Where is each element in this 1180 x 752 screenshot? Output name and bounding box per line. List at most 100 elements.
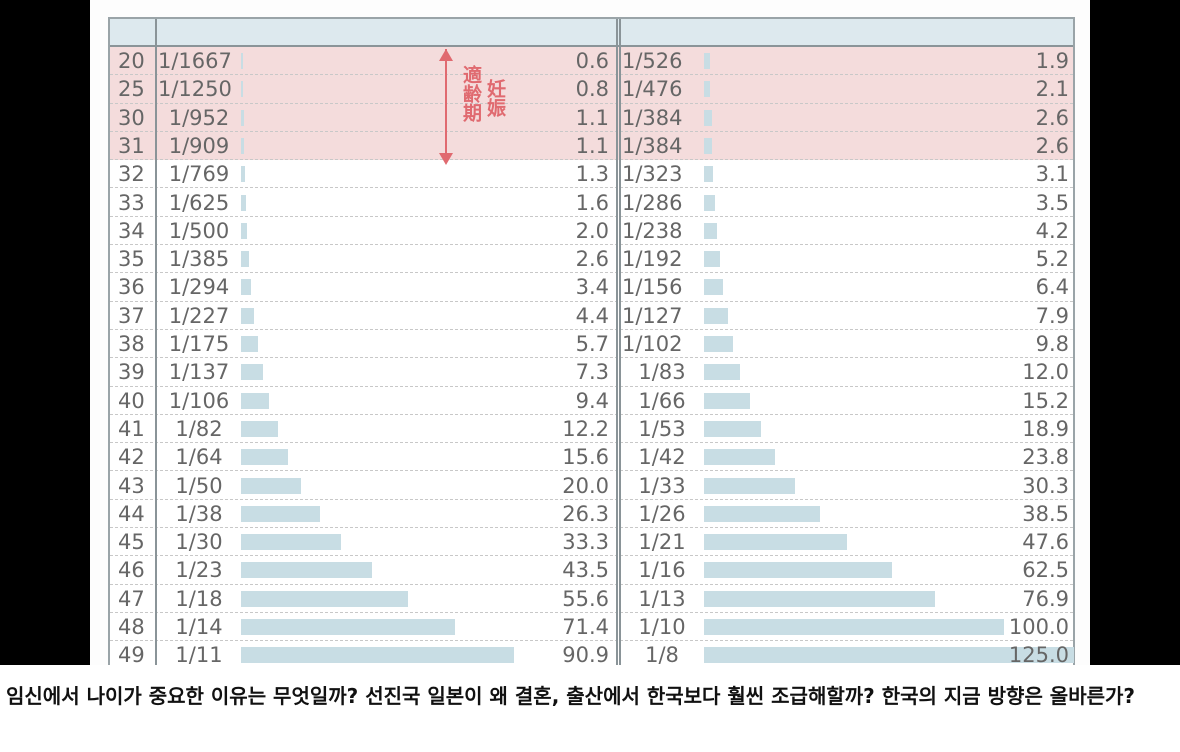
age-cell: 30 — [118, 105, 145, 130]
age-cell: 41 — [118, 416, 145, 441]
bar — [704, 590, 935, 607]
ratio-cell: 1/13 — [638, 586, 686, 611]
bar — [704, 336, 734, 352]
ratio-cell: 1/23 — [175, 558, 223, 583]
value-cell: 23.8 — [1022, 445, 1069, 470]
bar — [241, 109, 245, 126]
bar — [704, 137, 712, 154]
table-row: 31 1/909 1.1 1/384 2.6 — [110, 131, 1073, 161]
table-row: 33 1/625 1.6 1/286 3.5 — [110, 189, 1073, 217]
table-row: 41 1/82 12.2 1/53 18.9 — [110, 415, 1073, 444]
table-row: 43 1/50 20.0 1/33 30.3 — [110, 472, 1073, 500]
age-cell: 37 — [118, 303, 145, 328]
value-cell: 4.4 — [575, 303, 609, 328]
value-cell: 43.5 — [562, 558, 609, 583]
table-row: 20 1/1667 0.6 1/526 1.9 — [110, 47, 1073, 76]
ratio-cell: 1/102 — [622, 332, 683, 356]
value-cell: 62.5 — [1022, 558, 1069, 583]
value-cell: 0.6 — [575, 49, 609, 73]
range-arrow — [445, 49, 447, 161]
ratio-cell: 1/18 — [175, 586, 223, 611]
ratio-cell: 1/385 — [168, 247, 230, 272]
age-cell: 25 — [118, 77, 145, 102]
age-cell: 44 — [118, 501, 145, 526]
bar — [704, 222, 717, 239]
bar — [704, 534, 847, 551]
table-row: 35 1/385 2.6 1/192 5.2 — [110, 245, 1073, 274]
bar — [241, 166, 245, 183]
bar — [704, 364, 740, 381]
bar — [241, 222, 247, 239]
bar — [704, 420, 761, 437]
bar — [704, 166, 714, 183]
ratio-cell: 1/11 — [175, 643, 223, 665]
ratio-cell: 1/1667 — [158, 49, 232, 73]
bar — [241, 53, 243, 69]
ratio-cell: 1/33 — [638, 473, 686, 498]
table-row: 25 1/1250 0.8 1/476 2.1 — [110, 75, 1073, 104]
age-cell: 33 — [118, 190, 145, 215]
video-content[interactable]: 20 1/1667 0.6 1/526 1.9 25 1/1250 0.8 1/476 2.1 30… — [90, 0, 1090, 665]
bar — [241, 590, 408, 607]
value-cell: 1.1 — [575, 105, 609, 130]
table-row: 30 1/952 1.1 1/384 2.6 — [110, 103, 1073, 132]
value-cell: 18.9 — [1022, 416, 1069, 441]
value-cell: 26.3 — [562, 501, 609, 526]
bar — [241, 477, 301, 494]
bar — [704, 194, 715, 211]
age-cell: 49 — [118, 643, 145, 665]
age-cell: 40 — [118, 388, 145, 413]
age-cell: 34 — [118, 218, 145, 243]
age-cell: 38 — [118, 332, 145, 356]
value-cell: 1.6 — [575, 190, 609, 215]
table-header — [110, 19, 1073, 47]
value-cell: 2.0 — [575, 218, 609, 243]
value-cell: 0.8 — [575, 77, 609, 102]
table-row: 47 1/18 55.6 1/13 76.9 — [110, 585, 1073, 613]
value-cell: 2.6 — [575, 247, 609, 272]
age-cell: 45 — [118, 530, 145, 555]
video-frame: 20 1/1667 0.6 1/526 1.9 25 1/1250 0.8 1/476 2.1 30… — [0, 0, 1180, 665]
bar — [241, 392, 270, 409]
ratio-cell: 1/16 — [638, 558, 686, 583]
bar — [704, 619, 1004, 635]
ratio-cell: 1/66 — [638, 388, 686, 413]
ratio-cell: 1/286 — [622, 190, 683, 215]
ratio-cell: 1/64 — [175, 445, 223, 470]
value-cell: 6.4 — [1035, 275, 1069, 300]
ratio-cell: 1/26 — [638, 501, 686, 526]
bar — [241, 562, 372, 579]
value-cell: 5.7 — [575, 332, 609, 356]
value-cell: 47.6 — [1022, 530, 1069, 555]
value-cell: 100.0 — [1008, 615, 1069, 639]
bar — [704, 647, 1074, 664]
value-cell: 71.4 — [562, 615, 609, 639]
table-row: 40 1/106 9.4 1/66 15.2 — [110, 387, 1073, 415]
value-cell: 30.3 — [1022, 473, 1069, 498]
value-cell: 1.1 — [575, 133, 609, 158]
table-row: 42 1/64 15.6 1/42 23.8 — [110, 443, 1073, 472]
bar — [704, 251, 720, 268]
value-cell: 2.6 — [1035, 105, 1069, 130]
value-cell: 3.1 — [1035, 162, 1069, 187]
value-cell: 3.4 — [575, 275, 609, 300]
bar — [241, 449, 288, 466]
ratio-cell: 1/769 — [168, 162, 230, 187]
age-cell: 47 — [118, 586, 145, 611]
ratio-cell: 1/384 — [622, 105, 683, 130]
ratio-cell: 1/30 — [175, 530, 223, 555]
bar — [704, 562, 892, 579]
ratio-cell: 1/238 — [622, 218, 683, 243]
ratio-cell: 1/625 — [168, 190, 230, 215]
table-row: 46 1/23 43.5 1/16 62.5 — [110, 556, 1073, 585]
bar — [241, 137, 245, 154]
ratio-cell: 1/50 — [175, 473, 223, 498]
ratio-cell: 1/106 — [168, 388, 230, 413]
bar — [241, 279, 252, 296]
bar — [704, 505, 820, 522]
age-cell: 35 — [118, 247, 145, 272]
bar — [704, 449, 776, 466]
age-cell: 32 — [118, 162, 145, 187]
annotation-label-2: 妊娠 — [484, 79, 506, 117]
bar — [241, 194, 246, 211]
